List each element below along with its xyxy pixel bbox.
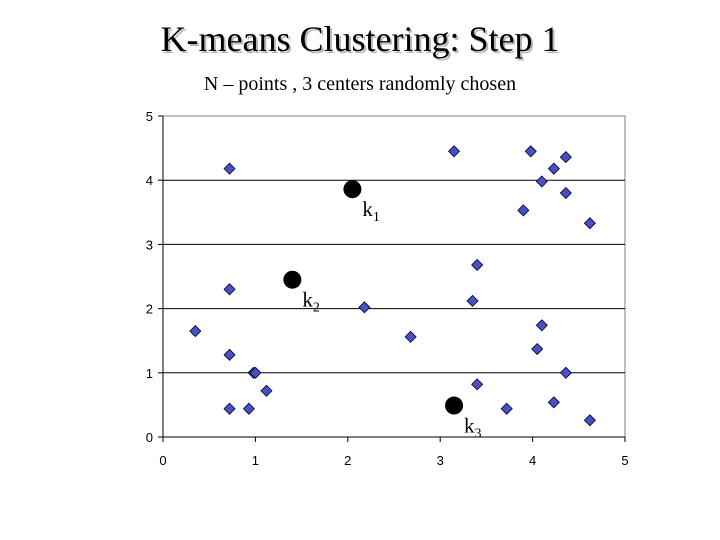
x-axis-tick-labels: 0 1 2 3 4 5	[159, 453, 628, 468]
data-point	[471, 258, 484, 272]
data-point	[471, 378, 484, 391]
y-tick-label: 1	[146, 366, 153, 381]
y-tick-label: 2	[146, 302, 153, 317]
data-point	[447, 145, 461, 158]
data-point	[223, 283, 236, 296]
center-label-letter: k	[464, 414, 475, 438]
center-label-k2: k2	[302, 288, 320, 316]
data-point	[242, 402, 255, 415]
x-tick-label: 2	[344, 453, 351, 468]
center-label-subscript: 2	[313, 301, 320, 316]
x-tick-label: 1	[252, 453, 259, 468]
data-point	[249, 366, 262, 379]
y-tick-label: 0	[146, 430, 153, 445]
data-point	[535, 319, 548, 332]
data-point	[547, 162, 560, 175]
data-point	[189, 325, 202, 338]
data-point	[223, 348, 236, 361]
slide-title: K-means Clustering: Step 1	[160, 19, 560, 59]
center-label-subscript: 3	[475, 427, 482, 442]
data-point	[223, 402, 236, 415]
y-tick-label: 4	[146, 173, 153, 188]
data-point	[583, 217, 596, 230]
axes	[158, 115, 626, 442]
data-point	[535, 175, 548, 188]
center-label-letter: k	[362, 197, 373, 221]
data-point	[404, 330, 417, 343]
data-point	[466, 294, 479, 307]
y-axis-tick-labels: 0 1 2 3 4 5	[146, 109, 153, 445]
data-point	[559, 151, 572, 164]
x-tick-label: 3	[437, 453, 444, 468]
center-marker-k2	[283, 270, 302, 289]
data-point	[358, 301, 371, 314]
x-tick-label: 4	[529, 453, 536, 468]
center-marker-k1	[343, 180, 362, 199]
data-point	[500, 402, 513, 415]
center-marker-k3	[445, 396, 464, 415]
center-label-letter: k	[302, 288, 313, 312]
slide-subtitle: N – points , 3 centers randomly chosen	[203, 73, 517, 95]
data-point	[531, 342, 544, 356]
y-tick-label: 3	[146, 237, 153, 252]
center-label-k1: k1	[362, 197, 380, 225]
gridlines	[163, 179, 625, 374]
data-point	[260, 384, 273, 397]
data-point	[559, 366, 572, 379]
center-label-subscript: 1	[373, 210, 380, 225]
center-label-k3: k3	[464, 414, 482, 442]
data-point	[559, 186, 572, 200]
x-tick-label: 5	[621, 453, 628, 468]
plot-area	[162, 115, 626, 438]
data-point	[524, 145, 537, 158]
x-tick-label: 0	[159, 453, 166, 468]
data-point	[517, 204, 530, 217]
data-point	[583, 414, 596, 427]
y-tick-label: 5	[146, 109, 153, 124]
data-points	[189, 145, 596, 427]
data-point	[223, 162, 236, 175]
data-point	[547, 396, 560, 409]
